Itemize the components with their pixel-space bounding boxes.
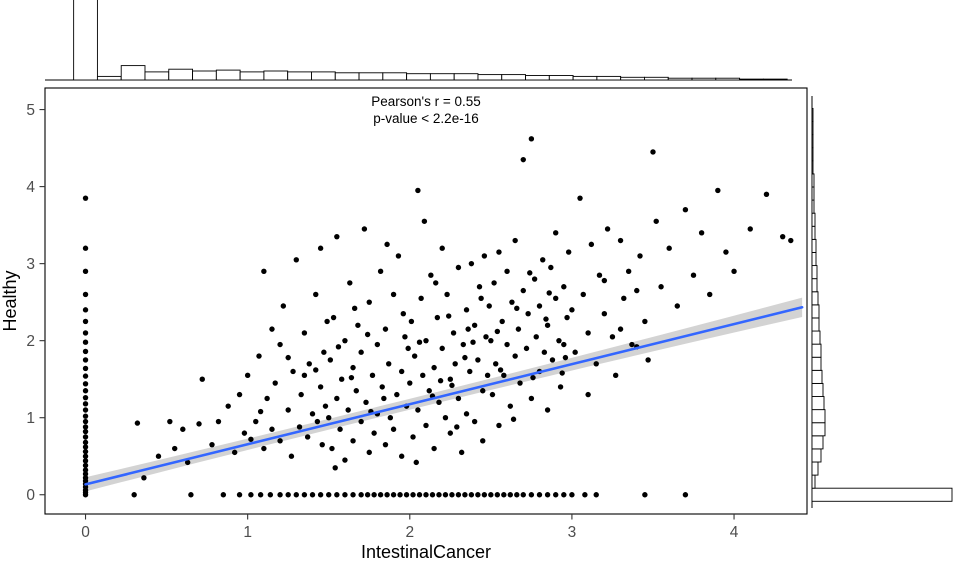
svg-text:1: 1 [243, 524, 252, 541]
svg-text:2: 2 [405, 524, 414, 541]
svg-text:5: 5 [26, 102, 35, 119]
axes: 0 1 2 3 4 0 1 2 3 4 5 [26, 102, 738, 541]
annotation-pearson-r: Pearson's r = 0.55 [371, 94, 481, 109]
top-marginal-histogram [45, 0, 792, 81]
x-axis-title: IntestinalCancer [361, 542, 491, 562]
svg-text:4: 4 [26, 179, 35, 196]
svg-text:1: 1 [26, 410, 35, 427]
scatter-points [82, 136, 794, 498]
y-axis-title: Healthy [0, 270, 20, 331]
svg-text:2: 2 [26, 333, 35, 350]
panel-border [44, 87, 808, 515]
svg-text:4: 4 [730, 524, 739, 541]
svg-text:0: 0 [81, 524, 90, 541]
annotation-p-value: p-value < 2.2e-16 [373, 111, 478, 126]
right-marginal-histogram [811, 96, 953, 508]
svg-text:3: 3 [26, 256, 35, 273]
svg-text:3: 3 [568, 524, 577, 541]
svg-text:0: 0 [26, 487, 35, 504]
regression-line [84, 305, 804, 486]
